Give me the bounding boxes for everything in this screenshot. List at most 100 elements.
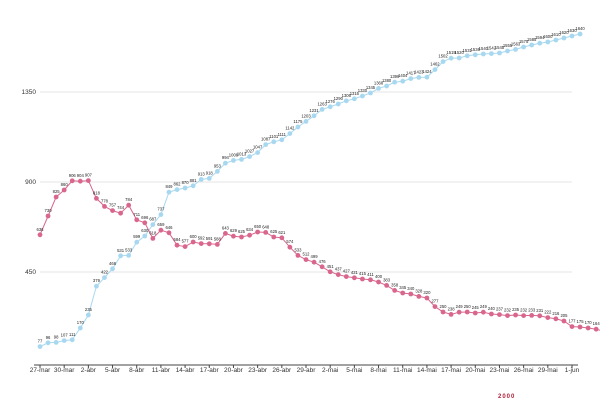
data-point — [303, 119, 309, 124]
data-point — [319, 264, 325, 270]
data-label: 1575 — [519, 39, 529, 44]
data-label: 599 — [133, 234, 141, 239]
data-label: 512 — [303, 252, 311, 257]
data-label: 1399 — [390, 74, 400, 79]
data-point — [376, 86, 381, 91]
data-label: 687 — [149, 217, 157, 222]
data-label: 730 — [45, 208, 53, 213]
data-label: 216 — [552, 311, 560, 316]
data-label: 1563 — [511, 41, 521, 46]
x-tick-label: 29-mai — [538, 367, 558, 374]
data-point — [45, 213, 51, 219]
data-label: 870 — [182, 180, 190, 185]
data-point — [368, 277, 373, 283]
x-tick-label: 29-abr — [297, 367, 317, 374]
data-point — [416, 294, 422, 299]
data-label: 233 — [528, 307, 536, 312]
data-point — [279, 137, 285, 143]
data-point — [190, 239, 196, 245]
data-label: 646 — [165, 225, 173, 230]
data-label: 1600 — [543, 34, 553, 39]
data-label: 1520 — [454, 50, 464, 55]
data-point — [102, 275, 107, 280]
data-point — [239, 234, 244, 240]
data-point — [440, 59, 446, 64]
data-point — [150, 236, 156, 241]
data-point — [158, 227, 164, 233]
data-label: 1330 — [358, 88, 368, 93]
data-point — [384, 283, 390, 288]
data-point — [134, 217, 140, 223]
data-point — [392, 79, 398, 85]
data-label: 588 — [214, 236, 222, 241]
data-point — [295, 124, 301, 130]
data-point — [174, 242, 180, 248]
data-point — [247, 154, 252, 160]
data-point — [569, 33, 575, 39]
x-tick-label: 14-abr — [176, 367, 196, 374]
data-label: 659 — [157, 222, 165, 227]
data-point — [497, 50, 502, 56]
data-point — [182, 185, 188, 191]
data-label: 1013 — [237, 151, 247, 156]
data-point — [545, 315, 551, 320]
data-point — [69, 178, 75, 184]
data-label: 437 — [335, 267, 343, 272]
data-label: 696 — [141, 215, 149, 220]
data-point — [416, 75, 422, 80]
data-label: 170 — [77, 320, 85, 325]
data-point — [198, 241, 204, 247]
data-label: 1585 — [527, 37, 537, 42]
data-point — [513, 312, 518, 318]
data-label: 757 — [109, 203, 117, 208]
data-point — [271, 139, 277, 145]
data-label: 476 — [319, 259, 327, 264]
data-label: 1047 — [253, 145, 263, 150]
data-point — [529, 42, 535, 48]
data-label: 237 — [496, 307, 504, 312]
data-label: 629 — [230, 228, 238, 233]
data-point — [360, 93, 365, 99]
data-label: 904 — [77, 173, 85, 178]
data-label: 222 — [544, 310, 552, 315]
data-label: 860 — [61, 182, 69, 187]
data-point — [319, 107, 325, 112]
data-label: 849 — [165, 184, 173, 189]
data-label: 421 — [351, 270, 359, 275]
data-label: 177 — [569, 319, 577, 324]
data-label: 1345 — [366, 85, 376, 90]
data-point — [400, 78, 406, 84]
x-tick-label: 1-jun — [565, 367, 580, 374]
data-point — [408, 76, 414, 81]
data-point — [150, 222, 156, 228]
data-label: 411 — [367, 272, 374, 277]
data-label: 533 — [125, 247, 133, 252]
data-label: 711 — [133, 212, 140, 217]
data-label: 111 — [69, 332, 76, 337]
data-label: 862 — [174, 182, 182, 187]
data-label: 235 — [85, 307, 93, 312]
data-label: 379 — [93, 278, 101, 283]
data-label: 1545 — [495, 45, 505, 50]
data-label: 345 — [399, 285, 407, 290]
data-point — [166, 230, 172, 236]
data-point — [529, 313, 535, 318]
data-point — [110, 208, 115, 214]
data-point — [351, 96, 357, 102]
data-point — [545, 39, 551, 45]
data-label: 98 — [54, 334, 59, 339]
data-point — [255, 150, 261, 156]
data-point — [577, 31, 583, 37]
x-tick-label: 11-mai — [393, 367, 412, 374]
data-label: 1306 — [342, 93, 352, 98]
data-point — [432, 67, 438, 72]
data-label: 238 — [448, 306, 456, 311]
data-point — [77, 325, 83, 331]
data-point — [360, 276, 365, 282]
data-label: 1620 — [559, 30, 569, 35]
data-label: 592 — [198, 236, 206, 241]
data-label: 240 — [488, 306, 496, 311]
data-point — [174, 187, 180, 193]
data-point — [585, 325, 591, 331]
